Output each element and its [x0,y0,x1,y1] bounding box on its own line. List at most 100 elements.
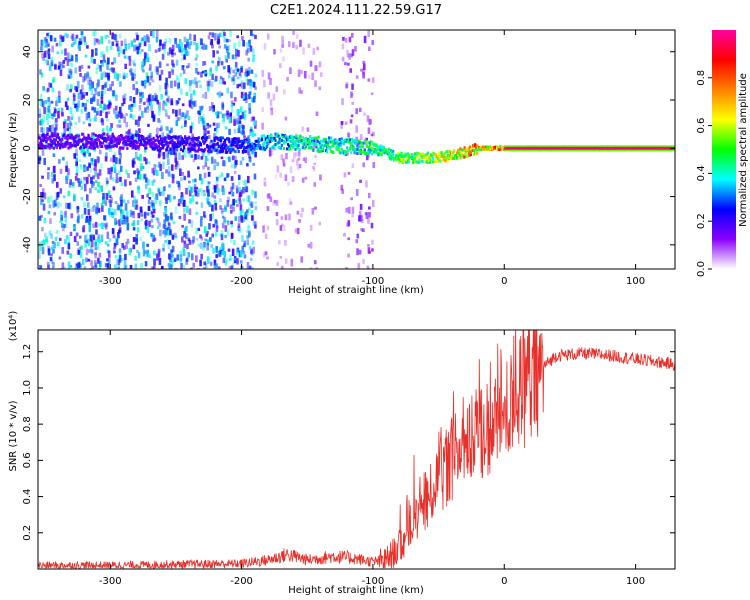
noise-cell [214,202,218,211]
noise-cell [53,107,57,110]
noise-cell [143,211,147,219]
noise-cell [51,177,54,184]
noise-cell [250,248,253,255]
noise-cell [245,210,249,217]
ridge-cell [458,149,461,153]
noise-cell [229,112,233,117]
noise-cell [248,156,252,162]
noise-cell [185,259,188,265]
ridge-cell [137,145,141,149]
ridge-cell [115,141,118,145]
ridge-cell [90,138,93,142]
noise-cell [226,49,229,54]
noise-cell [227,44,231,51]
noise-cell [118,81,121,85]
noise-cell [249,79,253,87]
ridge-cell [140,142,144,146]
noise-cell [166,215,170,221]
noise-cell [254,125,257,129]
noise-cell [138,173,142,180]
noise-cell [200,236,204,241]
noise-cell [222,188,226,195]
noise-cell [187,252,191,258]
noise-cell [160,265,164,269]
noise-cell [175,147,179,152]
noise-cell [113,163,116,171]
noise-cell [161,43,165,50]
ridge-cell [87,140,90,144]
noise-cell [220,61,224,66]
ridge-cell [291,135,294,139]
noise-cell [314,65,318,72]
ridge-cell [339,141,342,145]
noise-cell [233,240,236,246]
noise-cell [232,102,236,106]
noise-cell [312,167,316,172]
noise-cell [246,195,249,203]
ridge-cell [222,146,226,150]
noise-cell [195,255,198,263]
noise-cell [278,240,281,245]
noise-cell [123,55,127,59]
noise-cell [180,57,184,61]
noise-cell [344,37,348,43]
ridge-cell [150,138,153,142]
noise-cell [94,187,98,191]
ridge-cell [110,145,113,149]
noise-cell [230,164,234,169]
ridge-cell [411,153,414,157]
noise-cell [139,97,142,104]
noise-cell [234,216,238,221]
noise-cell [114,34,118,43]
noise-cell [230,233,234,238]
noise-cell [207,184,211,189]
noise-cell [218,45,221,49]
noise-cell [291,159,295,163]
ridge-cell [313,139,316,143]
noise-cell [252,33,255,37]
noise-cell [150,218,154,223]
ridge-cell [106,133,109,137]
noise-cell [159,39,162,46]
ridge-cell [104,144,107,148]
ridge-cell [267,141,270,145]
ridge-cell [76,142,80,146]
noise-cell [155,217,159,221]
ridge-cell [56,140,60,144]
noise-cell [252,82,256,87]
noise-cell [75,263,79,269]
noise-cell [230,105,234,113]
noise-cell [166,158,170,165]
ridge-cell [160,143,164,147]
noise-cell [246,163,249,167]
noise-cell [207,189,210,197]
noise-cell [55,181,59,188]
noise-cell [123,260,127,268]
noise-cell [108,39,111,44]
noise-cell [139,154,142,162]
noise-cell [157,251,161,258]
ridge-cell [455,153,458,157]
noise-cell [245,68,248,74]
noise-cell [229,30,232,37]
noise-cell [139,39,143,45]
ridge-cell [261,144,265,148]
noise-cell [101,62,104,67]
noise-cell [112,67,115,74]
noise-cell [43,37,47,44]
noise-cell [217,266,221,269]
noise-cell [133,195,136,203]
ridge-cell [143,143,146,147]
noise-cell [228,113,231,118]
noise-cell [196,190,200,195]
noise-cell [58,159,61,164]
ridge-cell [470,146,474,150]
noise-cell [206,80,210,87]
ridge-cell [164,136,167,140]
noise-cell [140,163,143,171]
noise-cell [223,160,227,167]
noise-cell [195,62,199,67]
noise-cell [81,102,85,107]
noise-cell [109,147,112,152]
